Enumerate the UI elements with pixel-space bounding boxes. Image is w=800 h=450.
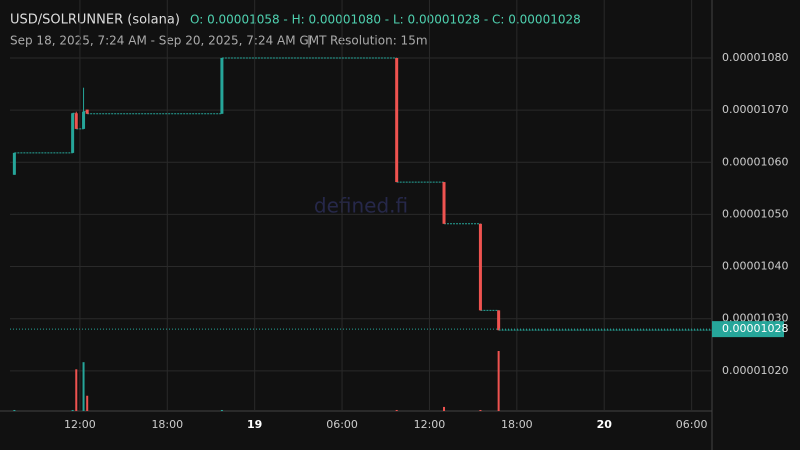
date-range: Sep 18, 2025, 7:24 AM - Sep 20, 2025, 7:… xyxy=(10,34,327,48)
candle-body xyxy=(71,113,75,153)
x-tick-label: 12:00 xyxy=(414,418,446,431)
watermark: defined.fi xyxy=(314,194,408,218)
candle-body xyxy=(497,310,501,331)
y-tick-label: 0.00001040 xyxy=(722,260,788,273)
x-tick-label: 19 xyxy=(247,418,262,431)
volume-bar xyxy=(220,409,223,411)
volume-bar xyxy=(82,362,85,411)
volume-bar xyxy=(479,409,482,411)
candle-body xyxy=(395,57,399,183)
pair-title: USD/SOLRUNNER (solana) xyxy=(10,13,180,28)
candle-body xyxy=(442,182,446,224)
volume-bar xyxy=(497,351,500,411)
candle-body xyxy=(74,113,78,129)
y-tick-label: 0.00001050 xyxy=(722,207,788,220)
x-tick-label: 20 xyxy=(597,418,613,431)
x-tick-label: 18:00 xyxy=(151,418,183,431)
y-tick-label: 0.00001070 xyxy=(722,103,788,116)
last-price-tag xyxy=(712,321,784,338)
y-tick-label: 0.00001080 xyxy=(722,51,788,64)
candle-body xyxy=(220,57,224,114)
x-tick-label: 06:00 xyxy=(326,418,358,431)
last-price-label: 0.00001028 xyxy=(722,322,788,335)
volume-bar xyxy=(443,406,446,411)
volume-bar xyxy=(395,409,398,411)
volume-bar xyxy=(75,369,78,411)
volume-bar xyxy=(86,395,89,411)
x-tick-label: 12:00 xyxy=(64,418,96,431)
candle-body xyxy=(12,152,16,175)
candle-body xyxy=(85,109,89,114)
ohlc: O: 0.00001058 - H: 0.00001080 - L: 0.000… xyxy=(190,13,581,27)
x-tick-label: 18:00 xyxy=(501,418,533,431)
x-tick-label: 06:00 xyxy=(676,418,708,431)
resolution: Resolution: 15m xyxy=(330,34,428,48)
y-tick-label: 0.00001020 xyxy=(722,364,788,377)
candle-body xyxy=(478,223,482,311)
volume-bar xyxy=(13,409,16,411)
separator: | xyxy=(307,34,311,48)
candle-body xyxy=(82,111,86,129)
volume-bar xyxy=(71,409,74,411)
y-tick-label: 0.00001060 xyxy=(722,155,788,168)
